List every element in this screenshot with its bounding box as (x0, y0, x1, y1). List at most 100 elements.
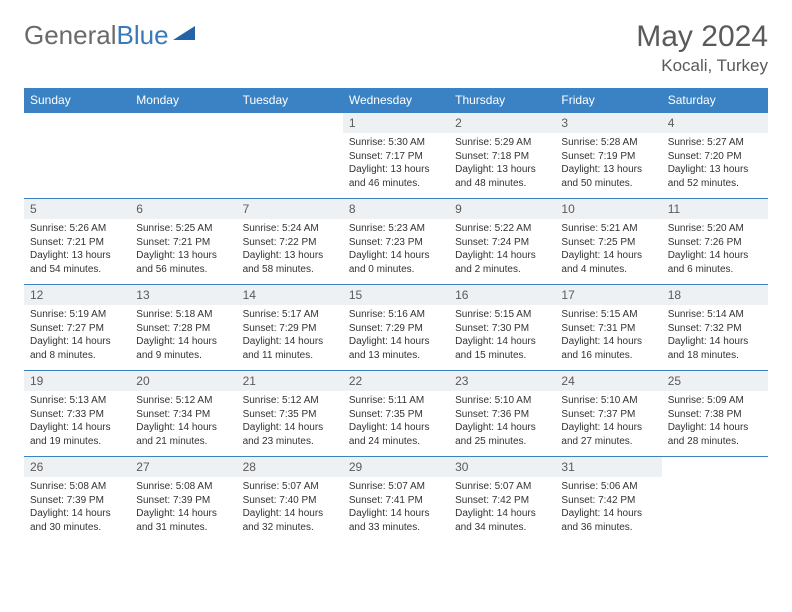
calendar-body: 1Sunrise: 5:30 AMSunset: 7:17 PMDaylight… (24, 113, 768, 543)
logo-word-2: Blue (117, 20, 169, 51)
calendar-day-cell: 30Sunrise: 5:07 AMSunset: 7:42 PMDayligh… (449, 457, 555, 543)
calendar-empty-cell (130, 113, 236, 199)
day-details: Sunrise: 5:23 AMSunset: 7:23 PMDaylight:… (343, 219, 449, 280)
title-block: May 2024 Kocali, Turkey (636, 20, 768, 76)
day-number: 13 (130, 285, 236, 305)
day-details: Sunrise: 5:09 AMSunset: 7:38 PMDaylight:… (662, 391, 768, 452)
calendar-day-cell: 4Sunrise: 5:27 AMSunset: 7:20 PMDaylight… (662, 113, 768, 199)
day-details: Sunrise: 5:16 AMSunset: 7:29 PMDaylight:… (343, 305, 449, 366)
day-number: 29 (343, 457, 449, 477)
calendar-day-cell: 1Sunrise: 5:30 AMSunset: 7:17 PMDaylight… (343, 113, 449, 199)
day-details: Sunrise: 5:27 AMSunset: 7:20 PMDaylight:… (662, 133, 768, 194)
calendar-day-cell: 19Sunrise: 5:13 AMSunset: 7:33 PMDayligh… (24, 371, 130, 457)
calendar-day-cell: 5Sunrise: 5:26 AMSunset: 7:21 PMDaylight… (24, 199, 130, 285)
day-number: 14 (237, 285, 343, 305)
weekday-header: Tuesday (237, 88, 343, 113)
calendar-empty-cell (662, 457, 768, 543)
day-details: Sunrise: 5:30 AMSunset: 7:17 PMDaylight:… (343, 133, 449, 194)
calendar-week-row: 19Sunrise: 5:13 AMSunset: 7:33 PMDayligh… (24, 371, 768, 457)
calendar-day-cell: 10Sunrise: 5:21 AMSunset: 7:25 PMDayligh… (555, 199, 661, 285)
day-number: 27 (130, 457, 236, 477)
day-details: Sunrise: 5:15 AMSunset: 7:30 PMDaylight:… (449, 305, 555, 366)
day-number: 24 (555, 371, 661, 391)
day-number: 5 (24, 199, 130, 219)
day-details: Sunrise: 5:07 AMSunset: 7:41 PMDaylight:… (343, 477, 449, 538)
calendar-day-cell: 6Sunrise: 5:25 AMSunset: 7:21 PMDaylight… (130, 199, 236, 285)
day-details: Sunrise: 5:08 AMSunset: 7:39 PMDaylight:… (130, 477, 236, 538)
weekday-header: Friday (555, 88, 661, 113)
day-details: Sunrise: 5:06 AMSunset: 7:42 PMDaylight:… (555, 477, 661, 538)
location: Kocali, Turkey (636, 56, 768, 76)
weekday-header: Thursday (449, 88, 555, 113)
weekday-header: Wednesday (343, 88, 449, 113)
calendar-week-row: 26Sunrise: 5:08 AMSunset: 7:39 PMDayligh… (24, 457, 768, 543)
day-details: Sunrise: 5:12 AMSunset: 7:35 PMDaylight:… (237, 391, 343, 452)
day-details: Sunrise: 5:26 AMSunset: 7:21 PMDaylight:… (24, 219, 130, 280)
calendar-day-cell: 22Sunrise: 5:11 AMSunset: 7:35 PMDayligh… (343, 371, 449, 457)
calendar-day-cell: 13Sunrise: 5:18 AMSunset: 7:28 PMDayligh… (130, 285, 236, 371)
day-details: Sunrise: 5:20 AMSunset: 7:26 PMDaylight:… (662, 219, 768, 280)
day-details: Sunrise: 5:07 AMSunset: 7:42 PMDaylight:… (449, 477, 555, 538)
calendar-day-cell: 9Sunrise: 5:22 AMSunset: 7:24 PMDaylight… (449, 199, 555, 285)
day-number: 6 (130, 199, 236, 219)
day-details: Sunrise: 5:15 AMSunset: 7:31 PMDaylight:… (555, 305, 661, 366)
day-number: 23 (449, 371, 555, 391)
weekday-row: SundayMondayTuesdayWednesdayThursdayFrid… (24, 88, 768, 113)
calendar-day-cell: 12Sunrise: 5:19 AMSunset: 7:27 PMDayligh… (24, 285, 130, 371)
calendar-day-cell: 8Sunrise: 5:23 AMSunset: 7:23 PMDaylight… (343, 199, 449, 285)
logo-triangle-icon (173, 26, 195, 40)
day-details: Sunrise: 5:18 AMSunset: 7:28 PMDaylight:… (130, 305, 236, 366)
calendar-week-row: 1Sunrise: 5:30 AMSunset: 7:17 PMDaylight… (24, 113, 768, 199)
weekday-header: Monday (130, 88, 236, 113)
day-number: 31 (555, 457, 661, 477)
logo: GeneralBlue (24, 20, 195, 51)
day-details: Sunrise: 5:10 AMSunset: 7:36 PMDaylight:… (449, 391, 555, 452)
calendar-day-cell: 18Sunrise: 5:14 AMSunset: 7:32 PMDayligh… (662, 285, 768, 371)
logo-word-1: General (24, 20, 117, 51)
calendar-day-cell: 2Sunrise: 5:29 AMSunset: 7:18 PMDaylight… (449, 113, 555, 199)
day-details: Sunrise: 5:21 AMSunset: 7:25 PMDaylight:… (555, 219, 661, 280)
day-details: Sunrise: 5:25 AMSunset: 7:21 PMDaylight:… (130, 219, 236, 280)
day-number: 7 (237, 199, 343, 219)
day-details: Sunrise: 5:14 AMSunset: 7:32 PMDaylight:… (662, 305, 768, 366)
calendar-day-cell: 24Sunrise: 5:10 AMSunset: 7:37 PMDayligh… (555, 371, 661, 457)
calendar-day-cell: 29Sunrise: 5:07 AMSunset: 7:41 PMDayligh… (343, 457, 449, 543)
calendar-empty-cell (237, 113, 343, 199)
day-details: Sunrise: 5:24 AMSunset: 7:22 PMDaylight:… (237, 219, 343, 280)
calendar-day-cell: 21Sunrise: 5:12 AMSunset: 7:35 PMDayligh… (237, 371, 343, 457)
day-details: Sunrise: 5:13 AMSunset: 7:33 PMDaylight:… (24, 391, 130, 452)
day-number: 10 (555, 199, 661, 219)
calendar-day-cell: 26Sunrise: 5:08 AMSunset: 7:39 PMDayligh… (24, 457, 130, 543)
day-number: 15 (343, 285, 449, 305)
day-details: Sunrise: 5:19 AMSunset: 7:27 PMDaylight:… (24, 305, 130, 366)
calendar-day-cell: 14Sunrise: 5:17 AMSunset: 7:29 PMDayligh… (237, 285, 343, 371)
calendar-day-cell: 25Sunrise: 5:09 AMSunset: 7:38 PMDayligh… (662, 371, 768, 457)
weekday-header: Saturday (662, 88, 768, 113)
calendar-day-cell: 15Sunrise: 5:16 AMSunset: 7:29 PMDayligh… (343, 285, 449, 371)
day-number: 28 (237, 457, 343, 477)
calendar-day-cell: 31Sunrise: 5:06 AMSunset: 7:42 PMDayligh… (555, 457, 661, 543)
day-details: Sunrise: 5:29 AMSunset: 7:18 PMDaylight:… (449, 133, 555, 194)
calendar-week-row: 12Sunrise: 5:19 AMSunset: 7:27 PMDayligh… (24, 285, 768, 371)
calendar-table: SundayMondayTuesdayWednesdayThursdayFrid… (24, 88, 768, 543)
calendar-day-cell: 3Sunrise: 5:28 AMSunset: 7:19 PMDaylight… (555, 113, 661, 199)
calendar-day-cell: 28Sunrise: 5:07 AMSunset: 7:40 PMDayligh… (237, 457, 343, 543)
day-number: 20 (130, 371, 236, 391)
day-details: Sunrise: 5:10 AMSunset: 7:37 PMDaylight:… (555, 391, 661, 452)
day-number: 16 (449, 285, 555, 305)
day-number: 18 (662, 285, 768, 305)
day-details: Sunrise: 5:12 AMSunset: 7:34 PMDaylight:… (130, 391, 236, 452)
day-details: Sunrise: 5:28 AMSunset: 7:19 PMDaylight:… (555, 133, 661, 194)
day-number: 21 (237, 371, 343, 391)
day-details: Sunrise: 5:08 AMSunset: 7:39 PMDaylight:… (24, 477, 130, 538)
day-number: 25 (662, 371, 768, 391)
day-number: 3 (555, 113, 661, 133)
calendar-day-cell: 27Sunrise: 5:08 AMSunset: 7:39 PMDayligh… (130, 457, 236, 543)
calendar-day-cell: 17Sunrise: 5:15 AMSunset: 7:31 PMDayligh… (555, 285, 661, 371)
calendar-empty-cell (24, 113, 130, 199)
calendar-day-cell: 7Sunrise: 5:24 AMSunset: 7:22 PMDaylight… (237, 199, 343, 285)
month-title: May 2024 (636, 20, 768, 54)
day-number: 11 (662, 199, 768, 219)
header: GeneralBlue May 2024 Kocali, Turkey (24, 20, 768, 76)
day-number: 8 (343, 199, 449, 219)
